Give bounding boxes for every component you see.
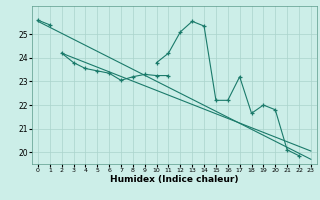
X-axis label: Humidex (Indice chaleur): Humidex (Indice chaleur) <box>110 175 239 184</box>
